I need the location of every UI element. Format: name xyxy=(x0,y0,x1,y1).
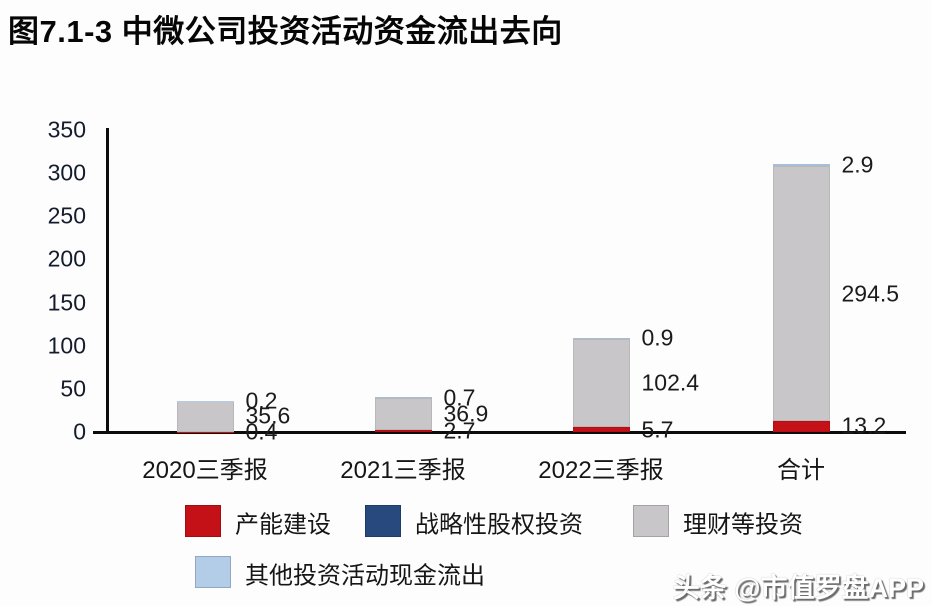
bar-segment xyxy=(374,397,432,430)
y-tick-label: 200 xyxy=(47,245,86,272)
data-label: 2.7 xyxy=(443,417,476,444)
bar-segment xyxy=(572,427,630,432)
bar-segment xyxy=(374,397,432,398)
x-category-label: 2020三季报 xyxy=(142,457,268,484)
chart-title: 图7.1-3 中微公司投资活动资金流出去向 xyxy=(8,14,563,49)
y-tick-label: 300 xyxy=(47,159,86,186)
data-label: 5.7 xyxy=(641,416,674,443)
data-label: 13.2 xyxy=(841,412,887,439)
y-tick-label: 0 xyxy=(73,418,86,445)
data-label: 0.7 xyxy=(443,384,476,411)
y-tick-label: 100 xyxy=(47,332,86,359)
data-label: 0.4 xyxy=(245,418,278,445)
data-label: 36.9 xyxy=(443,400,489,427)
bar-segment xyxy=(772,420,830,432)
watermark: 头条 @市值罗盘APP xyxy=(672,573,924,603)
x-category-label: 2022三季报 xyxy=(538,457,664,484)
data-label: 0.9 xyxy=(641,324,674,351)
legend-swatch xyxy=(185,505,221,537)
data-label: 294.5 xyxy=(841,280,900,307)
data-label: 35.6 xyxy=(245,402,291,429)
legend-label: 战略性股权投资 xyxy=(415,511,583,539)
y-tick-label: 50 xyxy=(60,375,86,402)
legend-label: 理财等投资 xyxy=(683,511,803,539)
y-axis-line xyxy=(106,128,109,434)
bar-segment xyxy=(374,429,432,432)
bar-segment xyxy=(772,163,830,167)
legend-label: 其他投资活动现金流出 xyxy=(245,562,485,590)
x-category-label: 合计 xyxy=(777,457,825,484)
bar-segment xyxy=(772,166,830,421)
bar-segment xyxy=(572,338,630,428)
legend-swatch xyxy=(633,505,669,537)
legend-swatch xyxy=(195,556,231,588)
y-tick-label: 150 xyxy=(47,289,86,316)
data-label: 102.4 xyxy=(641,369,700,396)
data-label: 0.2 xyxy=(245,387,278,414)
bar-segment xyxy=(176,400,234,432)
legend-swatch xyxy=(365,505,401,537)
x-axis-line xyxy=(93,431,906,434)
bar-segment xyxy=(572,337,630,339)
y-tick-label: 350 xyxy=(47,116,86,143)
y-tick-label: 250 xyxy=(47,202,86,229)
x-category-label: 2021三季报 xyxy=(340,457,466,484)
legend-label: 产能建设 xyxy=(235,511,331,539)
data-label: 2.9 xyxy=(841,151,874,178)
